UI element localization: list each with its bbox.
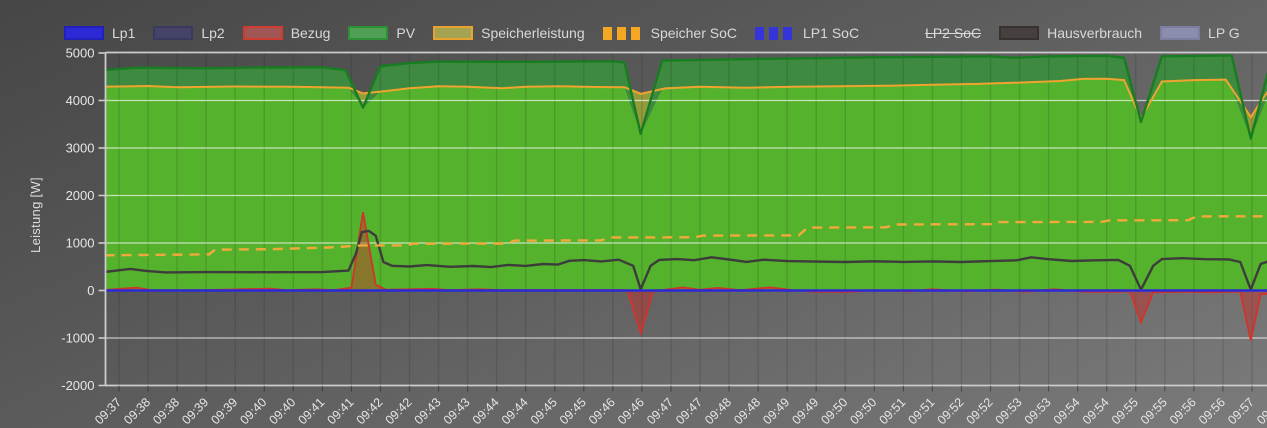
x-tick-label: 09:39 (179, 395, 211, 427)
x-tick-label: 09:51 (876, 395, 908, 427)
y-tick-label: 1000 (66, 236, 95, 251)
x-tick-label: 09:41 (295, 395, 327, 427)
pv-swatch-icon (348, 26, 389, 40)
speicher-soc-swatch-icon (602, 26, 643, 40)
legend-item-speicherleistung[interactable]: Speicherleistung (433, 25, 585, 41)
speicherleistung-swatch-icon (433, 26, 474, 40)
x-tick-label: 09:52 (964, 395, 996, 427)
legend-item-hausverbrauch[interactable]: Hausverbrauch (999, 25, 1142, 41)
legend-item-lp2-soc[interactable]: LP2 SoC (877, 25, 981, 41)
legend-label-speicherleistung: Speicherleistung (481, 25, 585, 41)
lp2-swatch-icon (153, 26, 194, 40)
axes (104, 51, 1267, 387)
lp1-soc-swatch-icon (755, 26, 796, 40)
x-tick-label: 09:38 (121, 395, 153, 427)
x-tick-label: 09:43 (412, 395, 444, 427)
x-tick-label: 09:38 (150, 395, 182, 427)
hausverbrauch-line (105, 229, 1267, 291)
legend-label-lp2: Lp2 (201, 25, 225, 41)
lp1-swatch-icon (64, 26, 104, 40)
gridlines (105, 52, 1267, 386)
x-axis-labels: 09:3709:3809:3809:3909:3909:4009:4009:41… (92, 385, 1267, 427)
x-tick-label: 09:43 (441, 395, 473, 427)
legend-label-hausverbrauch: Hausverbrauch (1047, 25, 1143, 41)
y-tick-label: -2000 (61, 378, 94, 393)
legend-label-lp1: Lp1 (112, 25, 136, 41)
x-tick-label: 09:37 (92, 395, 124, 427)
x-tick-label: 09:50 (818, 395, 850, 427)
x-tick-label: 09:47 (644, 395, 676, 427)
x-tick-label: 09:39 (208, 395, 240, 427)
x-tick-label: 09:41 (325, 395, 357, 427)
chart-legend: Lp1 Lp2 Bezug PV Speicherleistung Speicher So… (64, 22, 1267, 44)
x-tick-label: 09:57 (1254, 395, 1267, 427)
y-tick-label: 0 (87, 283, 94, 298)
x-tick-label: 09:44 (470, 395, 502, 427)
legend-label-speicher-soc: Speicher SoC (650, 25, 738, 41)
legend-label-lp-gesamt: LP G (1208, 25, 1240, 41)
x-tick-label: 09:55 (1109, 395, 1141, 427)
legend-label-pv: PV (396, 25, 416, 41)
y-tick-label: -1000 (61, 331, 94, 346)
x-tick-label: 09:46 (615, 395, 647, 427)
x-tick-label: 09:55 (1138, 395, 1170, 427)
x-tick-label: 09:57 (1225, 395, 1257, 427)
pv-line (105, 54, 1267, 140)
x-tick-label: 09:45 (528, 395, 560, 427)
x-tick-label: 09:53 (993, 395, 1025, 427)
x-tick-label: 09:56 (1196, 395, 1228, 427)
legend-item-lp1-soc[interactable]: LP1 SoC (755, 25, 859, 41)
legend-item-lp1[interactable]: Lp1 (64, 25, 135, 41)
x-tick-label: 09:47 (673, 395, 705, 427)
y-tick-label: 3000 (66, 141, 95, 156)
bezug-swatch-icon (242, 26, 283, 40)
x-tick-label: 09:50 (847, 395, 879, 427)
x-tick-label: 09:44 (499, 395, 531, 427)
speicherleistung-line (105, 77, 1267, 121)
x-tick-label: 09:54 (1080, 395, 1112, 427)
legend-item-lp-gesamt[interactable]: LP G (1160, 25, 1240, 41)
x-tick-label: 09:54 (1051, 395, 1083, 427)
plot-area (105, 52, 1267, 386)
y-axis-labels: 5000 4000 3000 2000 1000 0 -1000 -2000 (61, 46, 106, 393)
x-tick-label: 09:48 (702, 395, 734, 427)
legend-label-lp1-soc: LP1 SoC (803, 25, 860, 41)
y-tick-label: 5000 (66, 46, 95, 61)
x-tick-label: 09:42 (383, 395, 415, 427)
lp-gesamt-swatch-icon (1160, 26, 1201, 40)
legend-item-lp2[interactable]: Lp2 (153, 25, 225, 41)
x-tick-label: 09:42 (354, 395, 386, 427)
lp2-soc-swatch-icon (877, 26, 918, 40)
x-tick-label: 09:40 (237, 395, 269, 427)
x-tick-label: 09:56 (1167, 395, 1199, 427)
x-tick-label: 09:49 (789, 395, 821, 427)
y-tick-label: 4000 (66, 93, 95, 108)
speicher-soc-line (105, 215, 1267, 257)
x-tick-label: 09:53 (1022, 395, 1054, 427)
legend-item-speicher-soc[interactable]: Speicher SoC (602, 25, 738, 41)
x-tick-label: 09:40 (266, 395, 298, 427)
hausverbrauch-swatch-icon (999, 26, 1040, 40)
legend-label-bezug: Bezug (290, 25, 331, 41)
x-tick-label: 09:49 (760, 395, 792, 427)
x-tick-label: 09:45 (557, 395, 589, 427)
legend-label-lp2-soc: LP2 SoC (925, 25, 982, 41)
x-tick-label: 09:48 (731, 395, 763, 427)
pv-speicher-overlap-area (105, 78, 1267, 291)
legend-item-pv[interactable]: PV (348, 25, 415, 41)
x-tick-label: 09:52 (935, 395, 967, 427)
legend-item-bezug[interactable]: Bezug (242, 25, 331, 41)
x-tick-label: 09:46 (586, 395, 618, 427)
y-tick-label: 2000 (66, 188, 95, 203)
x-tick-label: 09:51 (906, 395, 938, 427)
